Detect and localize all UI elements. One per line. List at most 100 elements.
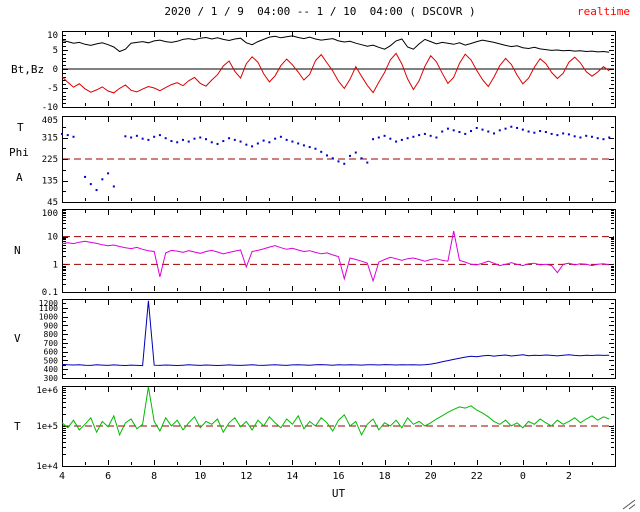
phi-point [585, 134, 588, 137]
phi-point [429, 134, 432, 137]
phi-point [596, 137, 599, 140]
phi-point [158, 134, 161, 137]
realtime-badge: realtime [577, 5, 630, 18]
phi-point [516, 126, 519, 129]
phi-point [228, 137, 231, 140]
phi-point [61, 132, 63, 135]
phi-point [268, 141, 271, 144]
panel3-ylabel-density: N [14, 244, 21, 257]
y-tick-label: 315 [42, 134, 58, 144]
phi-point [539, 130, 542, 133]
phi-point [418, 134, 421, 137]
phi-point [262, 139, 265, 142]
y-tick-label: 1e+4 [36, 462, 58, 472]
phi-point [573, 135, 576, 138]
phi-point [521, 128, 524, 131]
x-tick-label: 10 [194, 471, 206, 482]
phi-point [210, 141, 213, 144]
phi-point [95, 189, 98, 192]
phi-point [475, 126, 478, 129]
x-tick-label: 22 [471, 471, 483, 482]
phi-point [164, 137, 167, 140]
y-tick-label: 225 [42, 155, 58, 165]
phi-point [441, 130, 444, 133]
phi-point [423, 132, 426, 135]
phi-point [452, 129, 455, 132]
x-tick-label: 4 [59, 471, 65, 482]
phi-point [66, 134, 69, 137]
phi-point [406, 137, 409, 140]
phi-point [302, 144, 305, 147]
panel1-ylabel-btbz: Bt,Bz [11, 63, 45, 76]
y-tick-label: 300 [44, 374, 59, 383]
phi-point [412, 135, 415, 138]
phi-point [550, 132, 553, 135]
x-tick-label: 6 [105, 471, 111, 482]
phi-point [153, 135, 156, 138]
y-tick-label: 100 [42, 209, 58, 219]
phi-point [251, 145, 254, 148]
y-tick-label: 1100 [39, 304, 58, 313]
phi-point [181, 138, 184, 141]
n-series-line [61, 230, 610, 283]
y-tick-label: 800 [44, 330, 59, 339]
phi-point [170, 140, 173, 143]
phi-point [602, 138, 605, 141]
phi-point [337, 160, 340, 163]
phi-point [446, 127, 449, 130]
y-tick-label: 900 [44, 321, 59, 330]
y-tick-label: 1 [53, 260, 58, 270]
resize-handle-icon [622, 499, 636, 510]
x-axis-label-ut: UT [331, 487, 346, 500]
panel4-ylabel-speed: V [14, 332, 21, 345]
phi-point [147, 138, 150, 141]
x-tick-label: 12 [240, 471, 252, 482]
x-tick-label: 14 [286, 471, 298, 482]
bz-series-line [61, 52, 610, 94]
phi-point [435, 136, 438, 139]
phi-point [469, 130, 472, 133]
phi-point [245, 143, 248, 146]
y-tick-label: -10 [42, 103, 58, 113]
phi-point [562, 132, 565, 135]
x-tick-label: 0 [520, 471, 526, 482]
panel-bt_bz: 10 5 0 -5 -10 [42, 31, 616, 113]
y-tick-label: 700 [44, 339, 59, 348]
phi-point [130, 136, 133, 139]
phi-point [141, 137, 144, 140]
phi-point [458, 131, 461, 134]
phi-point [354, 151, 357, 154]
bt-series-line [61, 35, 610, 53]
y-tick-label: -5 [47, 84, 58, 94]
panel2-ylabel-a: A [16, 171, 23, 184]
phi-point [187, 140, 190, 143]
phi-point [533, 131, 536, 134]
phi-point [233, 138, 236, 141]
phi-point [239, 140, 242, 143]
phi-point [389, 137, 392, 140]
phi-point [504, 127, 507, 130]
x-tick-label: 20 [425, 471, 437, 482]
y-tick-label: 1000 [39, 313, 58, 322]
phi-point [72, 135, 75, 138]
phi-point [544, 131, 547, 134]
phi-point [395, 140, 398, 143]
y-tick-label: 135 [42, 177, 58, 187]
y-tick-label: 1e+6 [36, 386, 58, 396]
phi-point [590, 135, 593, 138]
phi-point [487, 130, 490, 133]
y-tick-label: 1200 [39, 299, 58, 308]
phi-point [256, 142, 259, 145]
y-tick-label: 0 [53, 65, 58, 75]
panel5-ylabel-temperature: T [14, 420, 21, 433]
phi-point [372, 138, 375, 141]
y-tick-label: 5 [53, 46, 58, 56]
phi-point [331, 157, 334, 160]
phi-point [400, 138, 403, 141]
y-tick-label: 405 [42, 116, 58, 126]
x-tick-label: 16 [332, 471, 344, 482]
phi-point [343, 162, 346, 165]
phi-point [360, 157, 363, 160]
